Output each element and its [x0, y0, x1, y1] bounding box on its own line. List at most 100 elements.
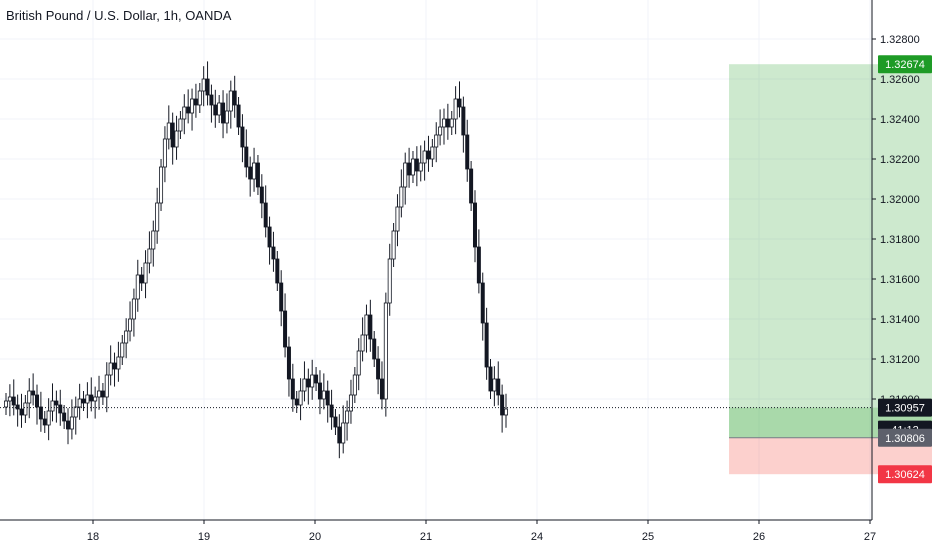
candle-body: [337, 426, 342, 444]
candle-body: [290, 378, 295, 400]
candle-body: [190, 98, 195, 114]
candle-body: [368, 314, 373, 340]
candle-body: [407, 162, 412, 176]
candle-body: [54, 400, 59, 406]
candle-body: [139, 274, 144, 284]
candle-body: [205, 78, 210, 96]
candle-body: [329, 404, 334, 418]
entry-price-tag: 1.30806: [885, 433, 925, 445]
candle-body: [100, 390, 105, 398]
candle-body: [66, 420, 71, 430]
candle-body: [232, 90, 237, 106]
candle-body: [104, 374, 109, 398]
candle-body: [120, 342, 125, 358]
x-tick-label: 26: [753, 531, 765, 543]
candle-body: [399, 186, 404, 208]
candle-body: [178, 118, 183, 132]
candle-body: [174, 130, 179, 148]
candle-body: [492, 378, 497, 392]
y-tick-label: 1.32600: [880, 74, 920, 86]
x-tick-label: 18: [87, 531, 99, 543]
candle-body: [500, 394, 505, 416]
x-tick-label: 27: [864, 531, 876, 543]
candle-body: [147, 248, 152, 264]
candle-body: [286, 346, 291, 380]
candle-body: [345, 410, 350, 424]
candle-body: [341, 422, 346, 444]
candle-body: [15, 404, 20, 410]
candle-body: [279, 282, 284, 312]
candle-body: [135, 274, 140, 300]
candle-body: [27, 390, 32, 404]
candle-body: [352, 374, 357, 396]
candle-body: [302, 378, 307, 392]
candle-body: [325, 390, 330, 406]
current-price-tag: 1.30957: [885, 403, 925, 415]
candle-body: [42, 418, 47, 426]
candle-body: [151, 230, 156, 250]
candle-body: [310, 374, 315, 388]
candle-body: [224, 110, 229, 124]
candle-body: [476, 246, 481, 284]
candle-body: [271, 246, 276, 260]
candle-body: [213, 104, 218, 116]
candle-body: [472, 202, 477, 248]
candle-body: [23, 402, 28, 416]
candle-body: [387, 258, 392, 304]
y-tick-label: 1.31800: [880, 234, 920, 246]
candle-body: [35, 394, 40, 408]
entry-price-tag-bg: [878, 428, 932, 447]
candle-body: [445, 118, 450, 128]
y-tick-label: 1.31200: [880, 354, 920, 366]
candle-body: [170, 122, 175, 148]
candle-body: [461, 106, 466, 136]
candle-body: [403, 162, 408, 188]
candle-body: [77, 398, 82, 408]
candle-body: [314, 374, 319, 384]
candle-body: [248, 166, 253, 180]
candle-body: [4, 400, 9, 408]
candle-body: [356, 350, 361, 376]
candle-body: [263, 202, 268, 228]
stop-price-tag-bg: [878, 465, 932, 484]
candle-body: [298, 390, 303, 406]
y-tick-label: 1.32400: [880, 114, 920, 126]
candle-body: [453, 98, 458, 120]
candle-body: [267, 226, 272, 248]
candle-body: [81, 398, 86, 404]
candle-body: [89, 394, 94, 402]
candle-body: [379, 378, 384, 400]
candle-body: [348, 394, 353, 412]
candle-body: [182, 106, 187, 120]
candle-body: [108, 362, 113, 376]
candle-body: [58, 404, 63, 414]
candle-body: [376, 358, 381, 380]
y-tick-label: 1.32800: [880, 34, 920, 46]
profit-zone: [729, 64, 932, 438]
candle-body: [159, 166, 164, 204]
candle-body: [201, 78, 206, 92]
y-tick-label: 1.32000: [880, 194, 920, 206]
candle-body: [488, 366, 493, 392]
candle-body: [236, 104, 241, 128]
candle-body: [480, 282, 485, 324]
candle-body: [430, 146, 435, 160]
candle-body: [73, 406, 78, 418]
candle-body: [112, 362, 117, 370]
candle-body: [469, 168, 474, 204]
candle-body: [217, 102, 222, 116]
stop-price-tag: 1.30624: [885, 469, 925, 481]
candle-body: [422, 150, 427, 164]
candle-body: [410, 158, 415, 176]
candle-body: [457, 98, 462, 108]
candle-body: [7, 396, 12, 402]
candle-body: [128, 318, 133, 332]
candle-body: [275, 258, 280, 284]
candle-body: [116, 356, 121, 370]
candle-body: [186, 106, 191, 114]
candle-body: [496, 378, 501, 396]
candle-body: [155, 202, 160, 232]
candle-body: [306, 378, 311, 388]
candle-body: [221, 102, 226, 124]
